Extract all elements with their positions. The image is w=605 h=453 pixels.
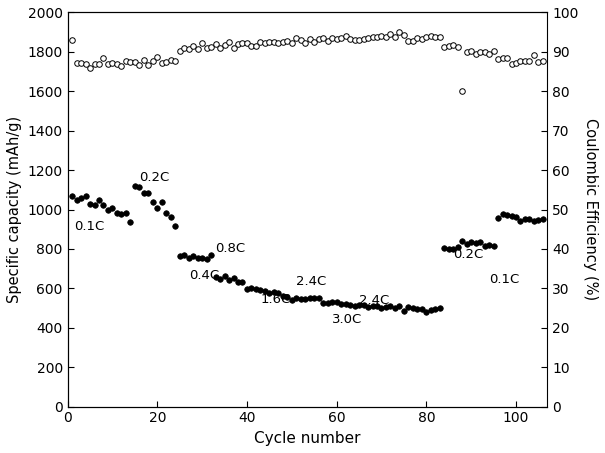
Y-axis label: Coulombic Efficiency (%): Coulombic Efficiency (%) [583, 119, 598, 301]
Text: 2.4C: 2.4C [296, 275, 327, 289]
Text: 0.1C: 0.1C [74, 220, 105, 233]
Text: 0.4C: 0.4C [189, 270, 219, 283]
Text: 0.1C: 0.1C [489, 274, 519, 286]
Text: 0.2C: 0.2C [453, 248, 483, 261]
Text: 1.6C: 1.6C [260, 293, 290, 306]
Text: 0.2C: 0.2C [139, 171, 169, 184]
Text: 3.0C: 3.0C [332, 313, 362, 326]
Y-axis label: Specific capacity (mAh/g): Specific capacity (mAh/g) [7, 116, 22, 303]
Text: 2.4C: 2.4C [359, 294, 389, 307]
X-axis label: Cycle number: Cycle number [254, 431, 361, 446]
Text: 0.8C: 0.8C [215, 242, 246, 255]
